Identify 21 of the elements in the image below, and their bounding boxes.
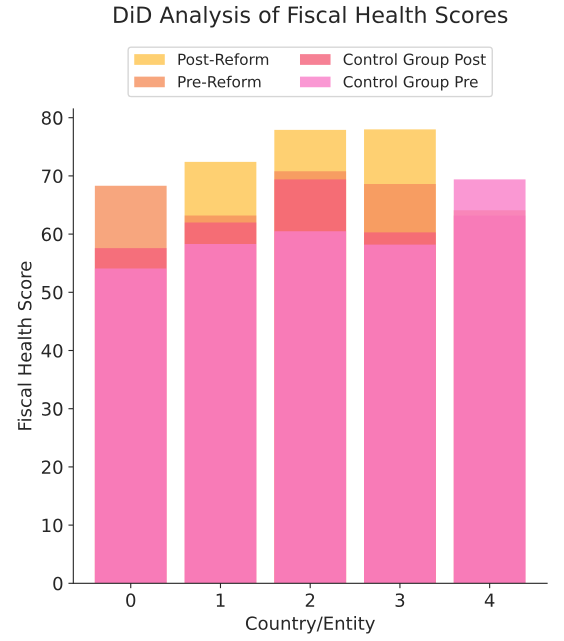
x-axis-title: Country/Entity bbox=[246, 616, 375, 634]
x-tick-label: 4 bbox=[484, 594, 494, 607]
x-tick-label: 1 bbox=[216, 594, 225, 607]
y-tick-label: 70 bbox=[42, 169, 62, 184]
legend-label: Control Group Post bbox=[344, 53, 486, 68]
legend-label: Pre-Reform bbox=[178, 76, 260, 88]
chart-title: DiD Analysis of Fiscal Health Scores bbox=[114, 6, 508, 28]
x-tick-label: 2 bbox=[306, 593, 314, 607]
legend-label: Control Group Pre bbox=[344, 76, 478, 90]
legend-label: Post-Reform bbox=[178, 53, 268, 66]
y-tick-label: 40 bbox=[42, 344, 62, 358]
x-tick-label: 0 bbox=[126, 593, 136, 608]
y-tick-label: 20 bbox=[42, 460, 62, 474]
y-tick-label: 80 bbox=[42, 111, 62, 125]
y-tick-label: 60 bbox=[42, 228, 62, 242]
x-tick-label: 3 bbox=[396, 593, 404, 608]
y-tick-label: 30 bbox=[42, 402, 62, 416]
y-tick-label: 0 bbox=[53, 576, 62, 590]
y-tick-label: 10 bbox=[42, 518, 62, 532]
y-axis-title: Fiscal Health Score bbox=[18, 262, 32, 430]
y-tick-label: 50 bbox=[42, 286, 62, 300]
